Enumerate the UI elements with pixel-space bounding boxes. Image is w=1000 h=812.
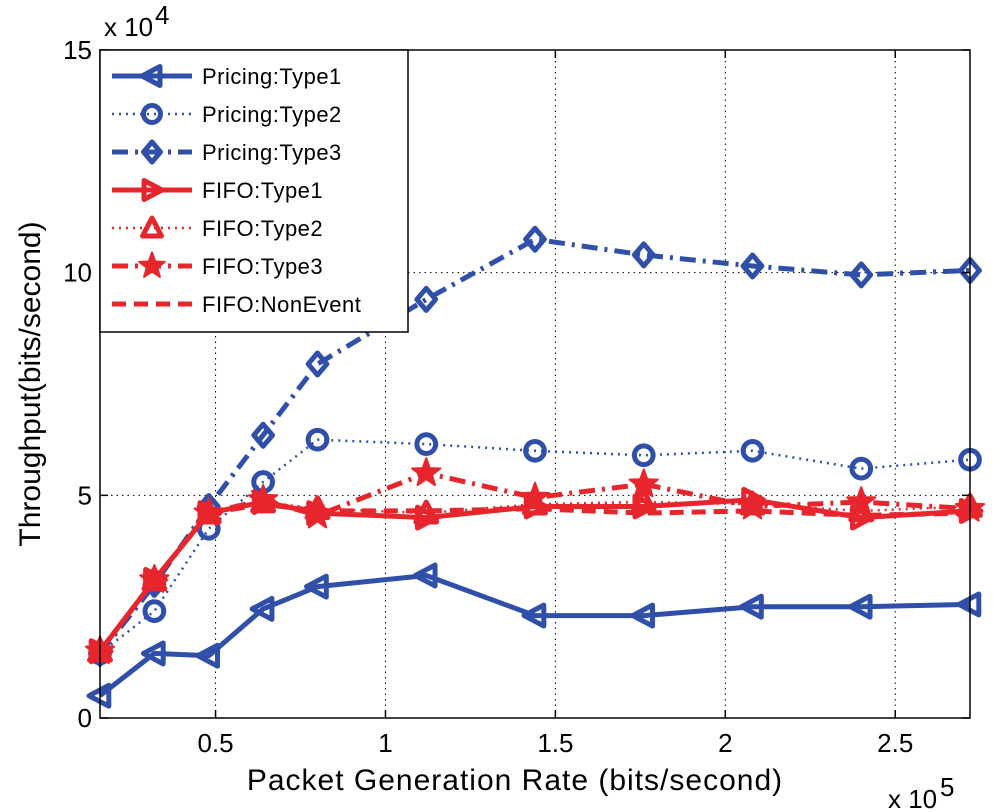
y-tick-label: 5 [78,480,92,510]
triangle-left-marker [630,602,656,629]
triangle-left-marker [249,595,275,622]
legend-label: FIFO:Type2 [202,216,323,241]
circle-marker [305,427,330,452]
circle-marker [849,456,874,481]
triangle-right-marker [141,178,165,202]
circle-marker [141,103,163,125]
x-tick-label: 1.5 [537,728,573,758]
series-fifo-nonevent [98,501,971,653]
y-axis-title: Throughput(bits/second) [14,221,47,546]
triangle-left-marker [412,562,438,589]
diamond-marker [849,261,874,289]
y-tick-label: 15 [63,35,92,65]
diamond-marker [141,139,163,165]
triangle-left-marker [140,640,166,667]
series-layer [84,225,986,709]
legend-entry-pricing-type3: Pricing:Type3 [112,139,342,165]
star-marker [411,457,442,487]
diamond-marker [740,252,765,280]
x-exponent-power: 5 [940,772,954,802]
legend-entry-fifo-type1: FIFO:Type1 [112,178,323,203]
circle-marker [740,438,765,463]
legend-entry-pricing-type2: Pricing:Type2 [112,102,342,127]
star-marker [138,251,166,278]
triangle-up-marker [140,215,164,239]
legend-label: FIFO:Type3 [202,254,323,279]
triangle-left-marker [521,602,547,629]
diamond-marker [631,241,656,269]
star-marker [846,486,877,516]
x-tick-label: 2 [718,728,732,758]
series-line [99,438,971,655]
legend-label: FIFO:Type1 [202,178,323,203]
circle-marker [414,432,439,456]
axes-layer: 0.5 1 1.5 2 2.5 0 5 10 15 Packet Generation Rate … [14,0,971,812]
triangle-left-marker [86,682,112,709]
x-tick-label: 2.5 [877,728,913,758]
triangle-left-marker [739,593,764,620]
legend-label: Pricing:Type3 [202,140,342,165]
legend-label: Pricing:Type1 [202,64,342,89]
legend-entry-fifo-nonevent: FIFO:NonEvent [112,292,361,317]
x-tick-label: 0.5 [197,728,233,758]
y-tick-label: 10 [63,258,92,288]
circle-marker [631,443,656,468]
x-axis-title: Packet Generation Rate (bits/second) [247,764,783,797]
series-line [98,497,971,653]
legend-box [99,49,409,333]
triangle-left-marker [304,573,329,600]
y-exponent-power: 4 [155,0,169,30]
y-tick-label: 0 [78,703,92,733]
series-pricing-type2 [88,427,982,666]
circle-marker [142,599,167,623]
diamond-marker [251,421,275,449]
diamond-marker [305,350,330,378]
triangle-left-marker [139,64,163,88]
legend-entry-pricing-type1: Pricing:Type1 [112,64,342,89]
star-marker [628,468,659,498]
y-exponent-label: x 10 [104,12,153,42]
star-marker [519,481,551,511]
series-pricing-type1 [86,562,982,709]
legend: Pricing:Type1 Pricing:Type2 Pricing:Type3 F… [99,49,409,333]
series-line [98,501,971,653]
series-fifo-type3 [84,457,986,665]
triangle-up-marker [630,488,657,514]
series-line [98,236,971,655]
series-line [98,573,971,698]
x-tick-label: 1 [378,728,392,758]
triangle-left-marker [956,591,982,618]
legend-entry-fifo-type3: FIFO:Type3 [112,251,323,279]
legend-label: FIFO:NonEvent [202,292,361,317]
series-line [99,500,971,652]
plot-frame [99,49,971,719]
star-marker [737,490,768,520]
triangle-left-marker [847,593,873,620]
diamond-marker [523,225,547,253]
x-exponent-label: x 10 [888,784,937,812]
legend-label: Pricing:Type2 [202,102,342,127]
triangle-left-marker [195,642,221,669]
circle-marker [523,438,547,463]
diamond-marker [414,285,439,313]
legend-entry-fifo-type2: FIFO:Type2 [112,215,323,241]
